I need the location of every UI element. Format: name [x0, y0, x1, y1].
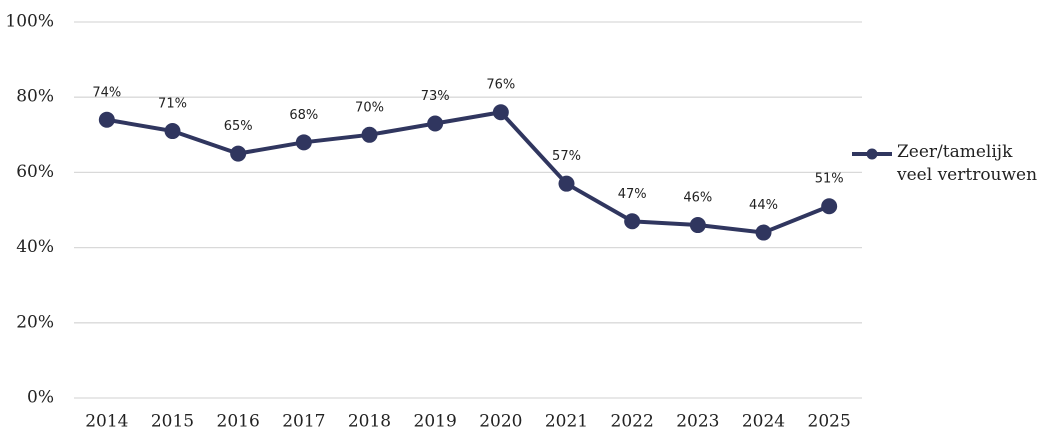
y-tick-label: 80%	[16, 87, 54, 107]
data-label: 76%	[486, 78, 515, 93]
legend-marker	[866, 148, 878, 160]
data-label: 57%	[552, 149, 581, 164]
legend-label: Zeer/tamelijk veel vertrouwen	[897, 142, 1038, 185]
data-point	[98, 111, 115, 128]
x-tick-label: 2022	[611, 412, 654, 432]
x-tick-label: 2024	[742, 412, 785, 432]
data-label: 73%	[421, 89, 450, 104]
y-tick-label: 0%	[27, 388, 54, 408]
data-label: 47%	[618, 187, 647, 202]
y-tick-label: 100%	[5, 12, 54, 32]
data-point	[689, 217, 706, 234]
data-label: 74%	[92, 85, 121, 100]
data-point	[230, 145, 247, 162]
data-label: 65%	[224, 119, 253, 134]
data-label: 70%	[355, 100, 384, 115]
x-tick-label: 2014	[85, 412, 128, 432]
x-tick-label: 2021	[545, 412, 588, 432]
data-point	[821, 198, 838, 215]
data-label: 51%	[815, 172, 844, 187]
data-point	[295, 134, 312, 151]
data-point	[755, 224, 772, 241]
data-label: 44%	[749, 198, 778, 213]
y-tick-label: 20%	[16, 312, 54, 332]
x-tick-label: 2015	[151, 412, 194, 432]
data-point	[427, 115, 444, 132]
y-tick-label: 60%	[16, 162, 54, 182]
x-tick-label: 2018	[348, 412, 391, 432]
data-point	[164, 123, 181, 140]
data-point	[492, 104, 509, 121]
x-tick-label: 2025	[808, 412, 851, 432]
series-line	[106, 110, 830, 235]
data-label: 68%	[289, 108, 318, 123]
data-point	[624, 213, 641, 230]
data-point	[361, 126, 378, 143]
data-label: 71%	[158, 97, 187, 112]
x-tick-label: 2016	[217, 412, 260, 432]
x-tick-label: 2017	[282, 412, 325, 432]
y-tick-label: 40%	[16, 237, 54, 257]
x-tick-label: 2020	[479, 412, 522, 432]
data-label: 46%	[683, 191, 712, 206]
x-tick-label: 2019	[414, 412, 457, 432]
x-tick-label: 2023	[676, 412, 719, 432]
data-point	[558, 175, 575, 192]
